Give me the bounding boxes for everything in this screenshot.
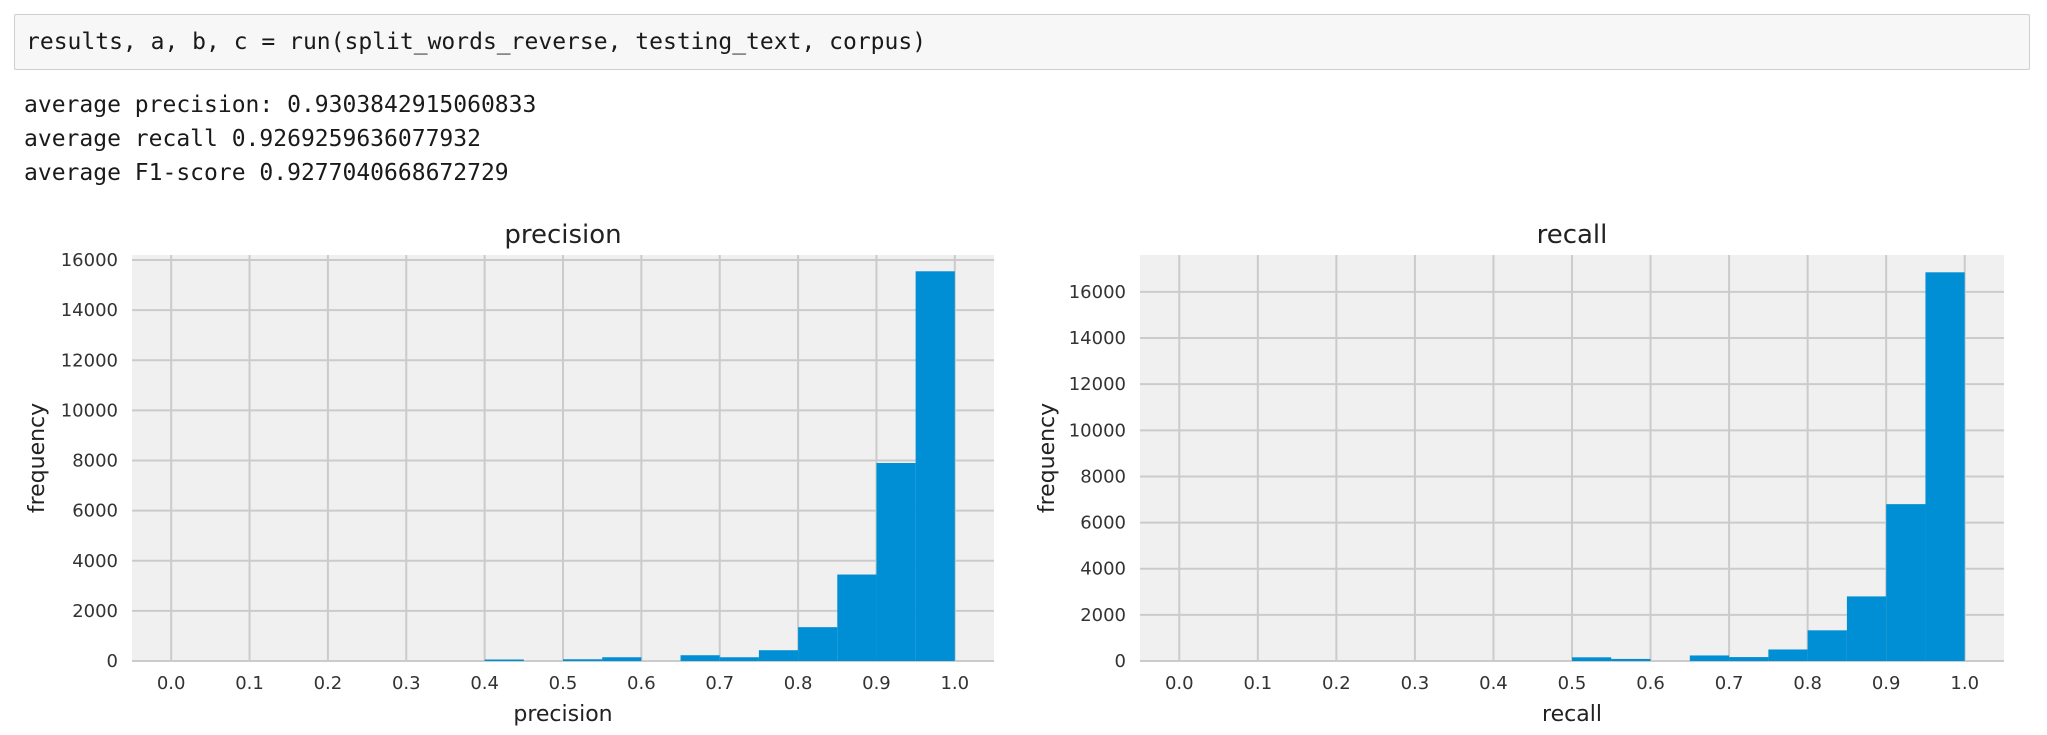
precision-histogram: 0.0 0.1 0.2 0.3 0.4 0.5 0.6 0.7 0.8 0.9 1.0 0 2000 40… — [25, 220, 994, 727]
histogram-bar — [602, 657, 642, 661]
histogram-bar — [680, 655, 720, 661]
y-tick-label: 8000 — [72, 451, 118, 472]
histogram-bar — [1611, 658, 1651, 661]
x-tick-label: 0.6 — [1636, 673, 1665, 694]
histogram-bar — [1807, 630, 1847, 661]
histogram-bar — [484, 659, 524, 661]
y-tick-label: 8000 — [1080, 466, 1126, 487]
x-tick-label: 0.7 — [705, 673, 734, 694]
x-tick-label: 0.0 — [1165, 673, 1194, 694]
y-axis-label: frequency — [25, 403, 50, 513]
code-input-cell[interactable]: results, a, b, c = run(split_words_rever… — [14, 14, 2030, 70]
recall-histogram: 0.0 0.1 0.2 0.3 0.4 0.5 0.6 0.7 0.8 0.9 1.0 0 2000 40… — [1035, 220, 2004, 727]
y-tick-label: 10000 — [1069, 420, 1126, 441]
histogram-bar — [1689, 655, 1730, 661]
y-tick-label: 14000 — [1069, 328, 1126, 349]
chart-title: precision — [504, 220, 621, 250]
x-tick-label: 1.0 — [1950, 673, 1979, 694]
histogram-bar — [1768, 649, 1808, 661]
x-tick-label: 0.8 — [1793, 673, 1822, 694]
x-tick-label: 0.2 — [1322, 673, 1351, 694]
x-tick-label: 0.8 — [784, 673, 813, 694]
x-tick-label: 0.3 — [1401, 673, 1430, 694]
y-tick-label: 2000 — [72, 601, 118, 622]
recall-chart-container: 0.0 0.1 0.2 0.3 0.4 0.5 0.6 0.7 0.8 0.9 1.0 0 2000 40… — [1030, 208, 2030, 733]
x-tick-label: 0.3 — [392, 673, 421, 694]
x-tick-label: 0.9 — [862, 673, 891, 694]
y-tick-label: 12000 — [1069, 374, 1126, 395]
histogram-bar — [915, 271, 955, 661]
histogram-bar — [1729, 657, 1769, 661]
histogram-bar — [876, 463, 916, 661]
histogram-bar — [1846, 596, 1887, 661]
histogram-bar — [563, 659, 603, 661]
y-tick-label: 0 — [107, 651, 118, 672]
x-tick-label: 0.5 — [549, 673, 578, 694]
y-axis-label: frequency — [1035, 403, 1060, 513]
output-line-f1: average F1-score 0.9277040668672729 — [24, 160, 509, 186]
output-line-precision: average precision: 0.9303842915060833 — [24, 92, 537, 118]
histogram-bar — [1925, 272, 1965, 661]
output-area: average precision: 0.9303842915060833 av… — [24, 88, 536, 190]
y-tick-label: 16000 — [1069, 282, 1126, 303]
x-tick-label: 0.7 — [1715, 673, 1744, 694]
code-input-text[interactable]: results, a, b, c = run(split_words_rever… — [26, 29, 927, 55]
histogram-bar — [798, 627, 838, 661]
x-tick-label: 0.2 — [314, 673, 343, 694]
x-tick-label: 0.1 — [1243, 673, 1272, 694]
y-tick-label: 12000 — [61, 350, 118, 371]
output-line-recall: average recall 0.9269259636077932 — [24, 126, 481, 152]
y-tick-label: 10000 — [61, 400, 118, 421]
precision-chart-container: 0.0 0.1 0.2 0.3 0.4 0.5 0.6 0.7 0.8 0.9 1.0 0 2000 40… — [20, 208, 1020, 733]
y-tick-label: 6000 — [1080, 513, 1126, 534]
x-tick-label: 0.5 — [1558, 673, 1587, 694]
y-tick-label: 4000 — [1080, 559, 1126, 580]
histogram-bar — [719, 657, 759, 661]
y-tick-label: 16000 — [61, 250, 118, 271]
x-axis-label: recall — [1542, 702, 1602, 727]
y-tick-label: 2000 — [1080, 605, 1126, 626]
x-tick-label: 0.9 — [1872, 673, 1901, 694]
histogram-bar — [837, 574, 877, 661]
histogram-bar — [1886, 504, 1926, 661]
y-tick-label: 4000 — [72, 551, 118, 572]
y-tick-label: 14000 — [61, 300, 118, 321]
histogram-bar — [758, 650, 799, 661]
x-tick-label: 0.1 — [235, 673, 264, 694]
x-tick-label: 1.0 — [940, 673, 969, 694]
chart-title: recall — [1537, 220, 1608, 250]
x-tick-label: 0.0 — [157, 673, 186, 694]
histogram-bar — [1572, 657, 1612, 661]
y-tick-label: 6000 — [72, 501, 118, 522]
x-tick-label: 0.6 — [627, 673, 656, 694]
x-tick-label: 0.4 — [470, 673, 499, 694]
y-tick-label: 0 — [1115, 651, 1126, 672]
x-tick-label: 0.4 — [1479, 673, 1508, 694]
x-axis-label: precision — [513, 702, 612, 727]
